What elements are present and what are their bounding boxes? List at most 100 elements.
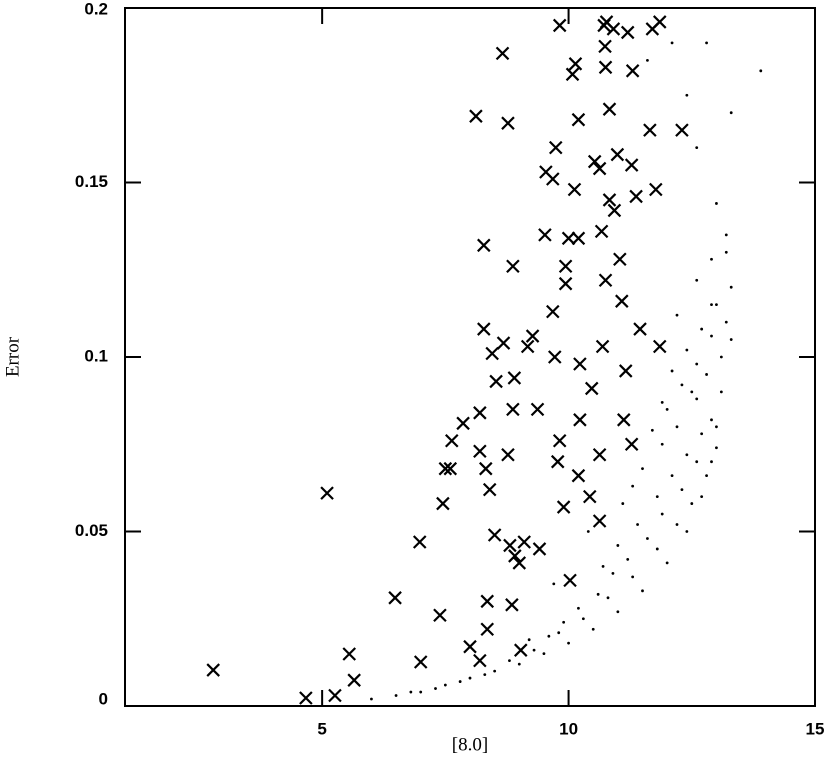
dot-point <box>542 652 546 656</box>
dot-point <box>443 683 447 687</box>
cross-point <box>598 60 613 75</box>
cross-point <box>592 514 607 528</box>
dot-point <box>626 558 630 561</box>
dot-point <box>759 69 763 73</box>
cross-point <box>525 329 540 343</box>
dot-point <box>552 582 556 586</box>
cross-point <box>206 663 220 677</box>
cross-point <box>556 500 571 514</box>
dot-point <box>715 303 718 307</box>
cross-point <box>624 158 639 172</box>
cross-point <box>436 496 450 511</box>
dot-point <box>434 687 437 690</box>
cross-point <box>652 339 667 354</box>
dot-point <box>641 467 644 471</box>
cross-point <box>496 336 511 350</box>
cross-point <box>571 468 586 483</box>
cross-point <box>598 39 612 54</box>
cross-point <box>347 673 361 687</box>
dot-point <box>586 530 590 533</box>
dot-point <box>719 355 723 359</box>
dot-point <box>675 313 679 317</box>
cross-point <box>517 535 531 549</box>
dot-point <box>370 697 373 701</box>
y-tick-label: 0.2 <box>84 0 108 18</box>
cross-point <box>620 25 635 40</box>
cross-point <box>433 608 447 623</box>
dot-point <box>562 620 566 624</box>
dot-point <box>631 484 635 488</box>
cross-point <box>473 444 487 459</box>
cross-point <box>444 433 459 448</box>
cross-point <box>532 542 547 556</box>
dot-point <box>715 446 718 450</box>
y-tick-label: 0.05 <box>75 521 108 540</box>
dot-point <box>710 460 713 464</box>
dot-point <box>695 397 699 401</box>
cross-point <box>456 416 470 431</box>
cross-point <box>501 447 515 462</box>
dot-point <box>508 659 511 663</box>
dot-point <box>695 278 699 282</box>
dot-point <box>616 544 620 547</box>
dot-point <box>581 617 585 621</box>
dot-point <box>567 641 570 645</box>
dot-point <box>641 589 644 593</box>
cross-point <box>546 172 560 186</box>
cross-point <box>592 447 607 462</box>
dot-point <box>710 418 713 422</box>
cross-point <box>506 259 520 274</box>
dot-point <box>468 676 472 680</box>
dot-point <box>616 610 620 614</box>
cross-point <box>501 116 515 130</box>
cross-point <box>558 276 573 291</box>
cross-point <box>507 371 522 385</box>
dot-point <box>724 320 728 324</box>
cross-point <box>520 339 535 354</box>
cross-point <box>558 259 573 274</box>
cross-point <box>587 154 602 169</box>
cross-point <box>547 350 562 364</box>
cross-point <box>643 123 657 137</box>
dot-point <box>690 390 694 394</box>
dot-point <box>729 338 733 341</box>
dot-point <box>675 523 679 526</box>
dot-point <box>458 680 462 683</box>
cross-point <box>412 535 427 549</box>
cross-point <box>508 549 522 563</box>
dot-point <box>685 453 689 457</box>
dot-point <box>710 303 713 307</box>
cross-point <box>652 15 667 29</box>
x-tick-label: 10 <box>559 719 578 738</box>
cross-point <box>613 252 627 267</box>
dot-point <box>729 285 733 289</box>
cross-point <box>320 486 334 500</box>
dot-point <box>705 41 708 45</box>
dot-point <box>695 362 699 366</box>
dot-point <box>631 575 635 579</box>
dot-point <box>517 662 521 666</box>
cross-point <box>594 224 609 239</box>
x-tick-label: 5 <box>317 719 326 738</box>
dot-point <box>655 547 659 551</box>
cross-point <box>438 461 453 476</box>
dot-point <box>675 425 679 429</box>
dot-point <box>685 348 689 352</box>
dot-point <box>724 233 728 237</box>
y-axis-label: Error <box>2 336 23 377</box>
dot-point <box>690 502 694 505</box>
dot-point <box>665 561 669 565</box>
cross-point <box>480 594 495 609</box>
dot-point <box>695 460 699 464</box>
dot-point <box>606 596 610 600</box>
cross-point <box>489 374 503 389</box>
cross-point <box>592 161 607 176</box>
cross-point <box>463 639 477 654</box>
cross-point <box>505 598 519 612</box>
dot-point <box>680 383 684 387</box>
dot-point <box>715 202 718 205</box>
dot-point <box>577 606 580 610</box>
dot-point <box>591 627 595 631</box>
dot-point <box>532 648 536 652</box>
